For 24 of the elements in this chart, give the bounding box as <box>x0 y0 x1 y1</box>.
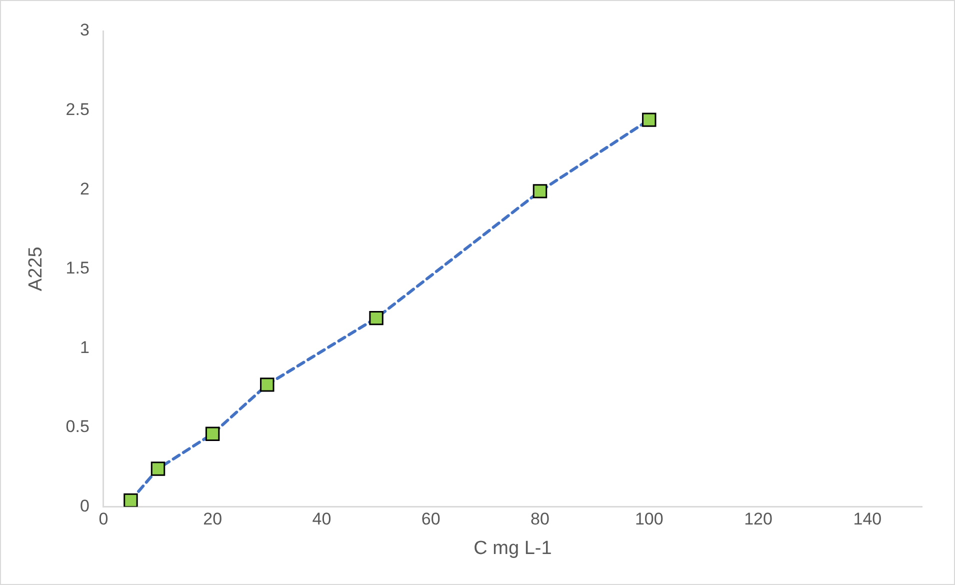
x-tick-label: 80 <box>530 510 550 529</box>
x-tick-label: 60 <box>421 510 440 529</box>
y-tick-label: 1 <box>80 338 90 357</box>
y-tick-label: 2 <box>80 179 90 198</box>
y-tick-label: 1.5 <box>66 258 90 278</box>
x-tick-label: 20 <box>203 510 222 529</box>
y-tick-label: 0.5 <box>66 417 90 436</box>
point <box>642 112 656 127</box>
x-tick-label: 40 <box>312 510 332 529</box>
y-axis-title: A225 <box>26 246 47 292</box>
point <box>124 493 138 507</box>
point <box>260 378 274 392</box>
y-tick-label: 3 <box>80 20 90 40</box>
y-tick-label: 0 <box>80 496 90 516</box>
point <box>369 310 384 326</box>
x-tick-label: 0 <box>98 510 108 529</box>
y-tick-label: 2.5 <box>66 100 90 119</box>
x-tick-label: 100 <box>634 510 664 529</box>
point <box>205 426 220 441</box>
point <box>150 462 166 476</box>
x-tick-label: 120 <box>744 510 772 529</box>
x-tick-label: 140 <box>853 510 882 529</box>
x-axis-title: C mg L-1 <box>474 538 552 559</box>
point <box>532 184 548 198</box>
